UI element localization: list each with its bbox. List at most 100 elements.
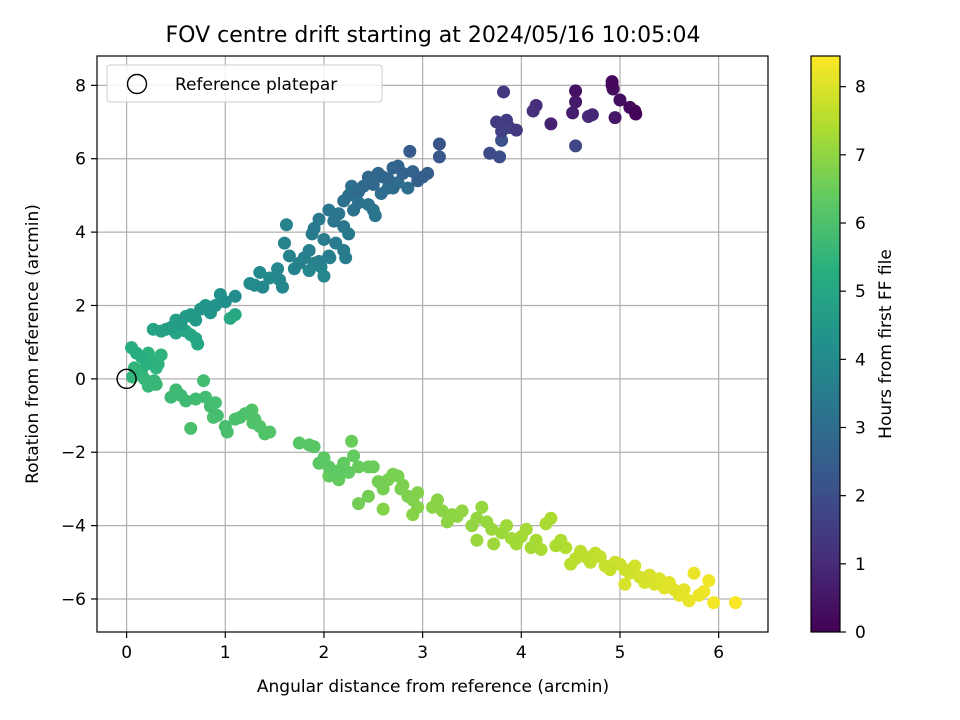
data-point: [585, 108, 599, 122]
data-point: [263, 271, 277, 285]
data-point: [199, 390, 213, 404]
data-point: [347, 203, 361, 217]
reference-marker-layer: [116, 368, 137, 390]
x-axis-label: Angular distance from reference (arcmin): [257, 677, 609, 697]
data-point: [276, 280, 290, 294]
plot-area-frame: [96, 55, 769, 633]
data-point: [253, 265, 267, 279]
y-tick-label: 8: [75, 76, 86, 96]
x-tick-label: 3: [417, 643, 428, 663]
data-point: [394, 482, 408, 496]
data-point: [544, 117, 558, 131]
data-point: [440, 515, 454, 529]
data-point: [208, 298, 222, 312]
data-point: [361, 489, 375, 503]
x-tick-label: 4: [516, 643, 527, 663]
x-tick-label: 2: [319, 643, 330, 663]
data-point: [302, 264, 316, 278]
data-point: [569, 139, 583, 153]
data-point: [692, 588, 706, 602]
y-axis-ticks: −6 −4 −2 0 2 4 6 8: [61, 76, 97, 610]
x-tick-label: 1: [220, 643, 231, 663]
y-tick-label: −2: [61, 443, 86, 463]
data-point: [569, 84, 583, 98]
data-point: [292, 436, 306, 450]
data-points: [125, 75, 742, 610]
data-point: [322, 203, 336, 217]
x-tick-label: 6: [713, 643, 724, 663]
data-point: [629, 107, 643, 121]
data-point: [282, 249, 296, 263]
data-point: [302, 243, 316, 257]
data-point: [524, 541, 538, 555]
data-point: [246, 416, 260, 430]
data-point: [228, 412, 242, 426]
legend-reference-marker: [126, 73, 148, 95]
data-point: [566, 106, 580, 120]
data-point: [465, 519, 479, 533]
y-tick-label: 4: [75, 223, 86, 243]
data-point: [569, 95, 583, 109]
colorbar-tick-label: 7: [855, 146, 866, 166]
data-point: [228, 289, 242, 303]
data-point: [271, 262, 285, 276]
y-tick-label: −4: [61, 517, 86, 537]
data-point: [381, 172, 395, 186]
data-point: [189, 392, 203, 406]
data-point: [475, 500, 489, 514]
reference-platepar-marker: [116, 368, 137, 390]
data-point: [164, 390, 178, 404]
data-point: [228, 308, 242, 322]
data-point: [347, 449, 361, 463]
data-point: [332, 207, 346, 221]
data-point: [682, 594, 696, 608]
colorbar-tick-label: 5: [855, 282, 866, 302]
colorbar-tick-label: 3: [855, 419, 866, 439]
y-axis-label: Rotation from reference (arcmin): [23, 204, 43, 484]
colorbar-tick-label: 4: [855, 350, 866, 370]
chart-title: FOV centre drift starting at 2024/05/16 …: [166, 23, 701, 48]
x-tick-label: 0: [121, 643, 132, 663]
legend: Reference platepar: [106, 64, 383, 103]
data-point: [302, 438, 316, 452]
data-point: [371, 475, 385, 489]
data-point: [210, 409, 224, 423]
data-point: [351, 460, 365, 474]
data-point: [256, 280, 270, 294]
data-point: [493, 150, 507, 164]
data-point: [154, 348, 168, 362]
data-point: [500, 113, 514, 127]
data-point: [618, 577, 632, 591]
data-point: [421, 166, 435, 180]
data-point: [322, 249, 336, 263]
data-point: [529, 99, 543, 113]
data-point: [495, 133, 509, 147]
data-point: [361, 198, 375, 212]
x-axis-ticks: 0 1 2 3 4 5 6: [121, 632, 724, 663]
data-point: [549, 539, 563, 553]
data-point: [633, 570, 647, 584]
data-point: [189, 313, 203, 327]
colorbar-frame: [810, 55, 841, 633]
data-point: [403, 144, 417, 158]
data-point: [345, 434, 359, 448]
data-point: [376, 502, 390, 516]
data-point: [218, 295, 232, 309]
colorbar-gradient: [811, 56, 840, 632]
data-point: [279, 218, 293, 232]
data-point: [184, 421, 198, 435]
data-point: [480, 515, 494, 529]
data-point: [337, 220, 351, 234]
data-point: [396, 166, 410, 180]
data-point: [470, 533, 484, 547]
data-point: [312, 212, 326, 226]
data-point: [687, 566, 701, 580]
data-point: [487, 537, 501, 551]
data-point: [432, 150, 446, 164]
data-point: [401, 181, 415, 195]
x-tick-label: 5: [615, 643, 626, 663]
y-tick-label: −6: [61, 590, 86, 610]
data-point: [495, 526, 509, 540]
legend-box: [106, 64, 383, 103]
colorbar-label: Hours from first FF file: [876, 249, 896, 439]
